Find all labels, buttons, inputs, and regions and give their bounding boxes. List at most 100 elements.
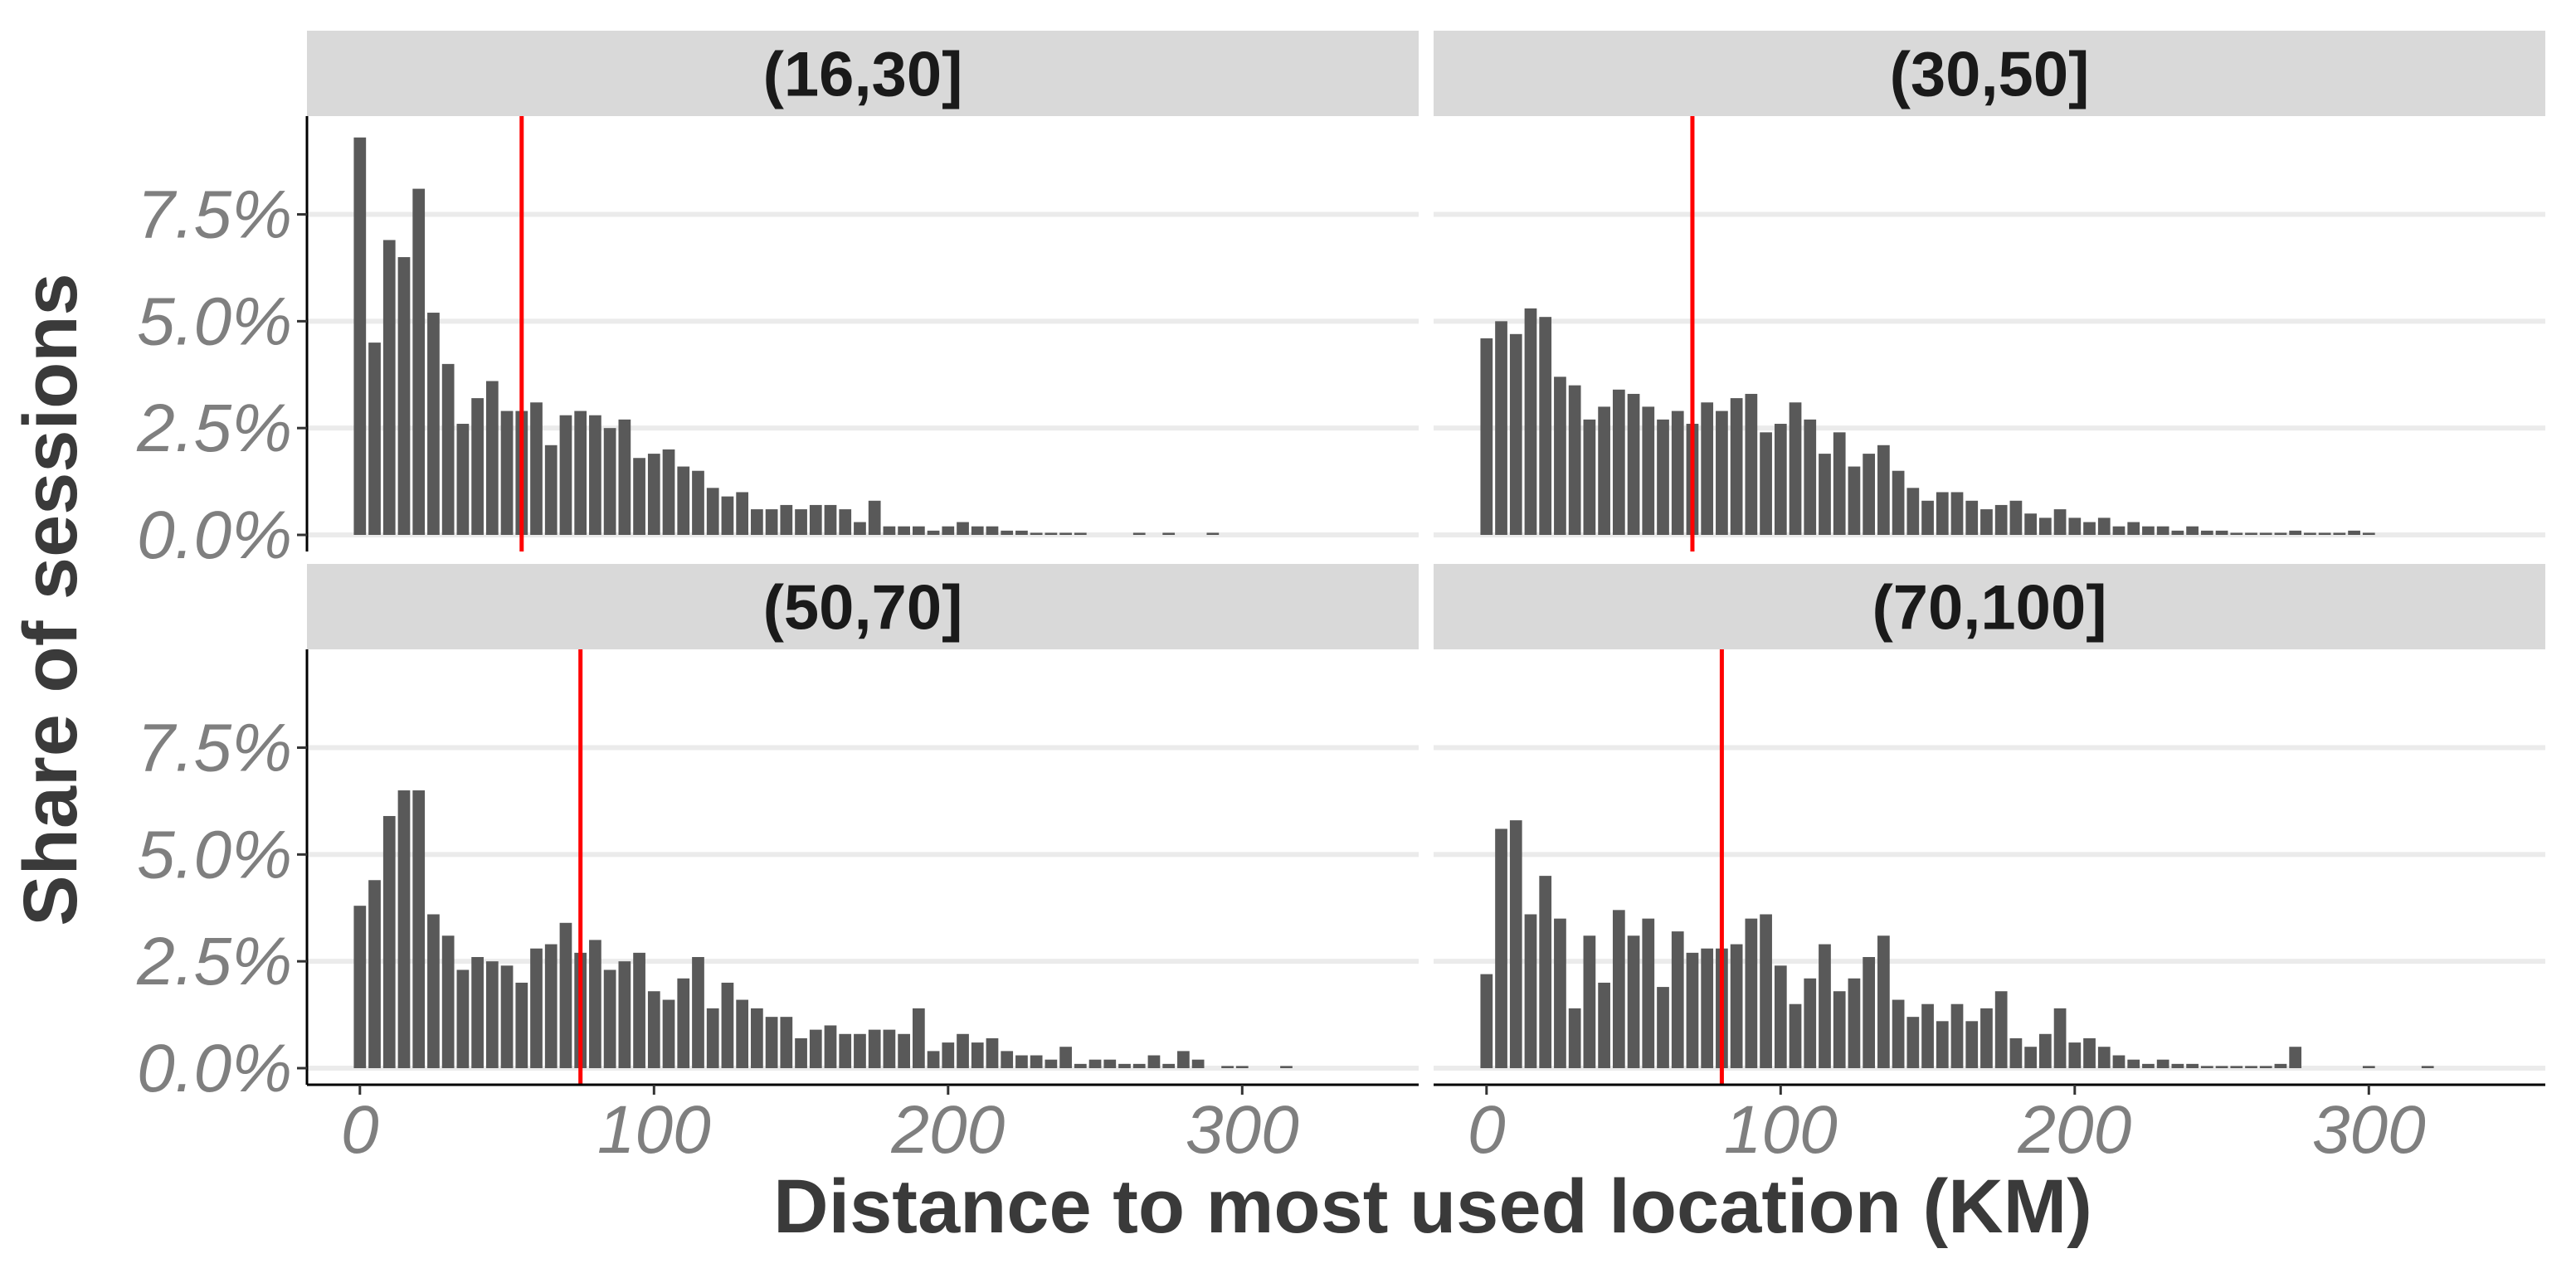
histogram-bar (1015, 530, 1028, 535)
histogram-bar (2230, 532, 2243, 535)
histogram-bar (1235, 1066, 1249, 1068)
histogram-bar (1509, 333, 1522, 535)
histogram-bar (971, 1042, 984, 1068)
histogram-bar (942, 1042, 955, 1068)
histogram-bar (1162, 532, 1176, 535)
histogram-bar (1745, 393, 1758, 535)
histogram-bar (1480, 338, 1493, 535)
histogram-bar (471, 398, 484, 535)
histogram-bar (780, 1017, 793, 1068)
histogram-bar (2156, 1059, 2169, 1068)
histogram-bar (1819, 454, 1831, 535)
histogram-bar (1642, 918, 1655, 1068)
histogram-bar (647, 991, 660, 1068)
histogram-bar (1671, 931, 1684, 1068)
histogram-bar (618, 961, 631, 1068)
histogram-bar (692, 470, 704, 535)
histogram-bar (1191, 1059, 1205, 1068)
histogram-bar (1994, 504, 2008, 535)
histogram-bar (382, 815, 396, 1068)
histogram-bar (736, 999, 749, 1068)
histogram-bar (2142, 1063, 2155, 1068)
panels-layer: (16,30] 0.0% 2.5% 5.0% 7.5% (30,50] (50,70] 0.0… (136, 31, 2545, 1168)
x-tick-label: 300 (1186, 1092, 1299, 1168)
histogram-bar (1177, 1051, 1190, 1068)
histogram-bar (1612, 910, 1625, 1068)
x-tick-label: 300 (2312, 1092, 2426, 1168)
histogram-bar (1701, 402, 1714, 535)
histogram-bar (2068, 1042, 2082, 1068)
histogram-bar (1118, 1063, 1131, 1068)
histogram-bar (751, 1008, 763, 1068)
histogram-bar (957, 522, 969, 535)
histogram-bar (1730, 944, 1743, 1068)
histogram-bar (2421, 1066, 2434, 1068)
histogram-bar (1833, 432, 1846, 535)
histogram-bar (2362, 1066, 2375, 1068)
histogram-bar (603, 428, 616, 535)
x-tick-label: 200 (890, 1092, 1005, 1168)
x-tick-label: 0 (1468, 1092, 1506, 1168)
histogram-bar (2068, 517, 2082, 535)
x-tick-label: 0 (341, 1092, 379, 1168)
histogram-bar (589, 940, 601, 1068)
histogram-bar (559, 415, 572, 535)
histogram-bar (544, 445, 558, 535)
histogram-bar (1074, 532, 1087, 535)
histogram-bar (1280, 1066, 1293, 1068)
histogram-bar (2053, 1008, 2067, 1068)
histogram-bar (662, 999, 675, 1068)
histogram-bar (2024, 513, 2037, 535)
histogram-bar (721, 496, 734, 535)
histogram-bar (647, 454, 660, 535)
histogram-bar (633, 952, 645, 1068)
histogram-bar (427, 313, 440, 535)
facet-strip (1434, 564, 2545, 649)
histogram-bar (706, 1008, 719, 1068)
histogram-bar (721, 982, 734, 1068)
histogram-bar (2127, 522, 2140, 535)
histogram-bar (1554, 918, 1566, 1068)
histogram-bar (1612, 389, 1625, 535)
histogram-bar (441, 363, 455, 535)
histogram-bar (2009, 1037, 2023, 1068)
histogram-bar (1863, 454, 1876, 535)
histogram-bar (2127, 1059, 2140, 1068)
histogram-bar (1627, 935, 1640, 1068)
histogram-bar (1568, 1008, 1581, 1068)
histogram-bar (500, 411, 514, 535)
histogram-bar (2024, 1047, 2037, 1068)
histogram-bar (2289, 1047, 2302, 1068)
histogram-bar (780, 504, 793, 535)
histogram-bar (1730, 398, 1743, 535)
histogram-bar (1877, 935, 1890, 1068)
histogram-bar (2333, 532, 2346, 535)
histogram-bar (1583, 935, 1596, 1068)
histogram-bar (441, 935, 455, 1068)
histogram-bar (854, 1033, 866, 1068)
histogram-bar (427, 914, 440, 1068)
histogram-bar (382, 240, 396, 535)
histogram-bar (1819, 944, 1831, 1068)
histogram-bar (1936, 492, 1949, 535)
histogram-bar (2112, 526, 2126, 535)
histogram-bar (912, 526, 925, 535)
histogram-bar (1162, 1063, 1176, 1068)
histogram-bar (1524, 914, 1537, 1068)
histogram-bar (986, 1037, 999, 1068)
histogram-bar (1686, 952, 1699, 1068)
histogram-bar (589, 415, 601, 535)
histogram-bar (824, 1025, 837, 1068)
histogram-bar (397, 790, 411, 1068)
histogram-bar (1554, 377, 1566, 535)
histogram-bar (912, 1008, 925, 1068)
facet-panel: (30,50] (1434, 31, 2545, 551)
histogram-bar (2259, 532, 2272, 535)
x-tick-label: 100 (1724, 1092, 1838, 1168)
facet-strip-label: (70,100] (1872, 573, 2106, 644)
histogram-bar (2362, 532, 2375, 535)
histogram-bar (1950, 1003, 1964, 1068)
y-tick-label: 2.5% (136, 391, 292, 466)
histogram-bar (1206, 532, 1220, 535)
histogram-bar (839, 509, 852, 535)
